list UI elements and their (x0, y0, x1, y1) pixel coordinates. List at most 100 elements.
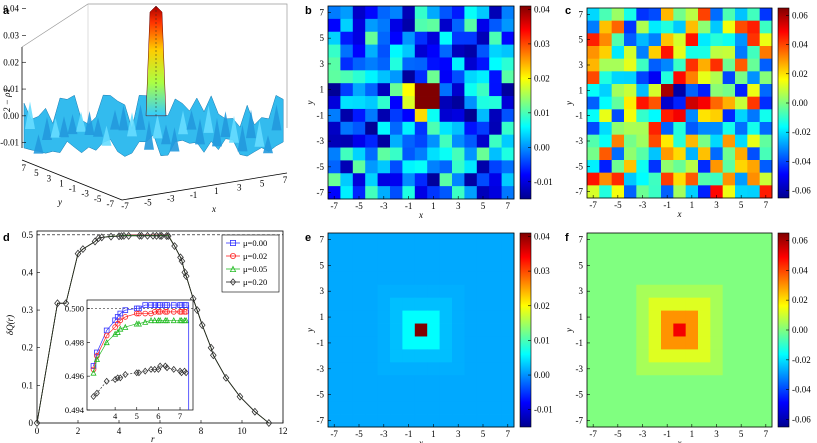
heatmap-f-cell (661, 401, 674, 415)
panel-label-d: d (3, 232, 10, 244)
heatmap-f-cell (648, 349, 662, 363)
heatmap-e-cell (328, 349, 341, 363)
heatmap-c-colorbar-label: 0.06 (792, 10, 808, 20)
heatmap-f-cell (722, 336, 736, 350)
heatmap-e-frame (327, 232, 515, 428)
heatmap-e-cell (377, 388, 391, 402)
heatmap-c-y-tick-label: 3 (579, 60, 584, 70)
heatmap-e-cell (377, 271, 391, 286)
heatmap-b-cell (402, 44, 416, 58)
heatmap-f-cell (685, 349, 699, 363)
heatmap-f-colorbar-label: 0.02 (792, 295, 808, 305)
heatmap-e-cell (439, 362, 453, 376)
heatmap-f-cell (599, 388, 613, 402)
heatmap-c-cell (710, 160, 724, 174)
line-chart-x-label: r (151, 434, 155, 443)
legend-label: μ=0.02 (243, 251, 267, 261)
heatmap-b-cell (414, 160, 428, 174)
heatmap-f-cell (587, 284, 600, 299)
heatmap-e-cell (365, 284, 378, 299)
surface-z-tick-label: 0.04 (3, 4, 19, 14)
surface-x-tick-label: 5 (260, 179, 265, 189)
heatmap-e-cell (414, 375, 428, 389)
heatmap-b-cell (390, 57, 403, 71)
inset-marker (135, 369, 142, 377)
heatmap-b-cell (427, 18, 440, 33)
heatmap-c-cell (624, 46, 637, 60)
heatmap-f-cell (735, 284, 748, 299)
line-chart-x-tick-label: 12 (279, 426, 288, 436)
line-series-marker (118, 232, 125, 241)
heatmap-e-cell (352, 323, 366, 337)
heatmap-c-cell (722, 172, 736, 186)
heatmap-e-cell (365, 271, 378, 286)
heatmap-c-cell (648, 33, 662, 47)
heatmap-c-cell (599, 20, 613, 34)
line-series-marker (236, 392, 244, 401)
heatmap-c-cell (611, 20, 625, 34)
heatmap-e-cell (439, 388, 453, 402)
inset-marker (151, 309, 158, 315)
inset-marker (90, 392, 97, 400)
heatmap-c-cell (673, 71, 687, 85)
heatmap-f-cell (648, 362, 662, 376)
heatmap-c-cell (735, 122, 748, 136)
surface-x-axis-line (121, 172, 288, 201)
heatmap-b-cell (377, 70, 391, 84)
heatmap-b-x-tick-label: 5 (481, 201, 486, 211)
heatmap-e-cell (414, 401, 428, 415)
heatmap-e-x-tick-label: 1 (431, 429, 436, 439)
heatmap-b-cell (439, 70, 453, 84)
heatmap-b-cell (452, 83, 465, 97)
heatmap-e-cell (489, 375, 502, 389)
heatmap-e-cell (365, 245, 378, 260)
heatmap-b-cell (501, 108, 515, 123)
heatmap-c-cell (710, 134, 724, 148)
heatmap-b-cell (452, 70, 465, 84)
heatmap-e-cell (328, 310, 341, 324)
heatmap-e-cell (476, 336, 490, 350)
heatmap-f-cell (636, 233, 650, 247)
heatmap-f-cell (710, 245, 724, 260)
heatmap-f-y-tick-label: 1 (579, 312, 584, 322)
heatmap-b-cell (340, 160, 354, 174)
inset-marker (136, 310, 142, 317)
heatmap-c-cell (673, 8, 687, 22)
heatmap-c-cell (624, 96, 637, 110)
heatmap-e-cell (365, 401, 378, 415)
heatmap-e-cell (427, 323, 440, 337)
heatmap-c-cell (685, 134, 699, 148)
heatmap-b-cell (365, 44, 378, 58)
heatmap-f-cell (599, 271, 613, 286)
heatmap-f-cell (747, 297, 761, 311)
heatmap-b-cell (328, 18, 341, 33)
heatmap-c-cell (759, 134, 773, 148)
inset-marker (178, 317, 185, 324)
heatmap-f-x-tick-label: 5 (739, 429, 744, 439)
heatmap-b-cell (501, 6, 515, 20)
heatmap-b-x-tick-label: -3 (380, 201, 388, 211)
heatmap-e-cell (452, 271, 465, 286)
line-chart-x-tick-label: 10 (238, 426, 248, 436)
surface-z-tick-label: 0.02 (3, 57, 19, 67)
heatmap-f-cell (685, 245, 699, 260)
line-series-marker (178, 257, 186, 266)
heatmap-f-cell (611, 375, 625, 389)
heatmap-e-y-tick-label: -3 (317, 364, 325, 374)
heatmap-f-cell (599, 414, 613, 428)
heatmap-b-cell (340, 44, 354, 58)
heatmap-c-cell (624, 185, 637, 199)
heatmap-f-cell (747, 336, 761, 350)
heatmap-b-cell (365, 173, 378, 187)
heatmap-f-cell (624, 245, 637, 260)
heatmap-f-cell (747, 375, 761, 389)
heatmap-c-cell (673, 20, 687, 34)
surface-spike (186, 110, 197, 130)
heatmap-c-cell (759, 122, 773, 136)
heatmap-f-x-tick-label: 7 (764, 429, 769, 439)
heatmap-e-cell (352, 297, 366, 311)
line-series-marker (181, 268, 189, 277)
heatmap-f-cell (685, 233, 699, 247)
inset-marker (122, 323, 129, 330)
heatmap-f-cell (698, 362, 711, 376)
